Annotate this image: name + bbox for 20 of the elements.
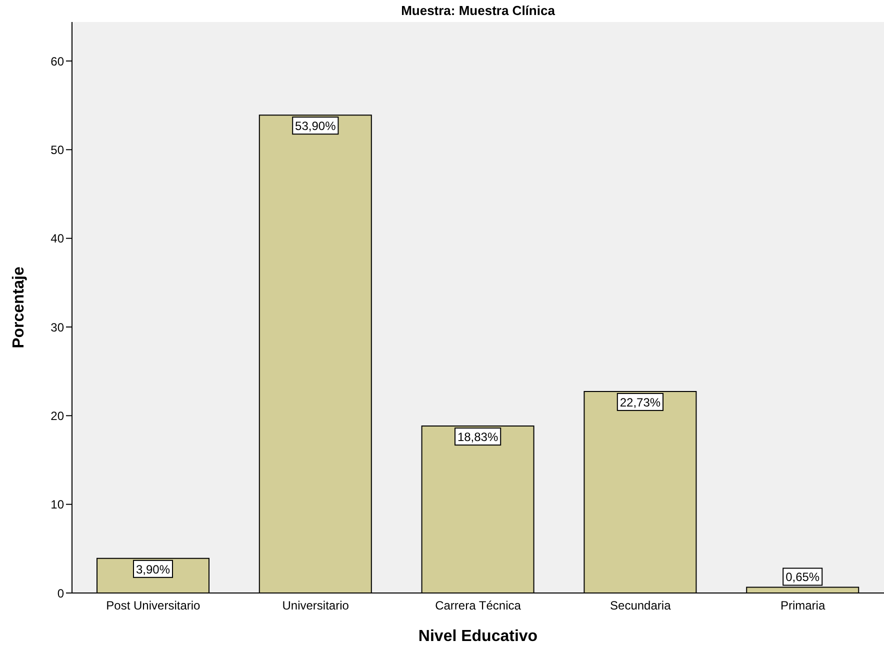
x-axis-title: Nivel Educativo <box>418 628 538 645</box>
data-label: 22,73% <box>620 395 661 410</box>
data-label: 53,90% <box>295 119 336 134</box>
x-tick-label: Post Universitario <box>106 598 201 613</box>
data-label: 0,65% <box>786 570 820 584</box>
x-tick-label: Primaria <box>780 598 826 613</box>
chart-title: Muestra: Muestra Clínica <box>400 3 556 18</box>
y-tick-label: 20 <box>50 408 64 423</box>
x-tick-label: Universitario <box>282 598 350 613</box>
x-tick-label: Carrera Técnica <box>435 598 522 613</box>
y-tick-label: 40 <box>50 232 64 246</box>
y-tick-label: 10 <box>50 498 64 512</box>
y-tick-label: 60 <box>50 54 64 68</box>
y-tick-label: 50 <box>50 142 64 157</box>
x-tick-label: Secundaria <box>610 598 672 613</box>
data-label: 18,83% <box>457 430 498 444</box>
data-label: 3,90% <box>136 562 170 576</box>
y-axis-title: Porcentaje <box>10 266 28 348</box>
y-tick-label: 0 <box>57 586 64 600</box>
y-tick-label: 30 <box>50 320 64 334</box>
